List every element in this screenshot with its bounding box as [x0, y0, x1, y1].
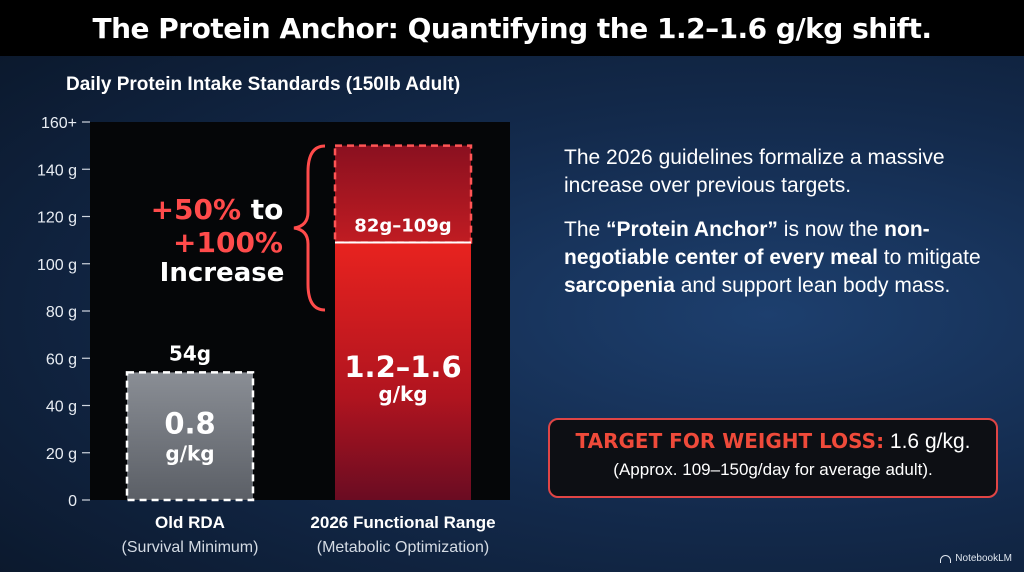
curly-brace: [293, 144, 326, 312]
x-category-sublabel: (Metabolic Optimization): [317, 539, 490, 556]
center-of-meal-phrase: non-negotiable center of every meal: [564, 217, 930, 269]
bar-value-label: 54g: [169, 341, 211, 365]
sarcopenia-term: sarcopenia: [564, 273, 675, 297]
x-category-label: 2026 Functional Range: [310, 513, 495, 532]
y-tick-label: 120 g: [37, 210, 77, 227]
increase-annotation-line2: +100%: [173, 226, 283, 259]
bar-old-rda: [125, 371, 255, 502]
x-category-sublabel: (Survival Minimum): [122, 539, 259, 556]
x-category-label: Old RDA: [155, 513, 225, 532]
increase-annotation-line3: Increase: [160, 258, 285, 288]
increase-pct-low: +50%: [151, 193, 241, 226]
y-tick-label: 0: [68, 493, 77, 510]
y-tick-label: 140 g: [37, 162, 77, 179]
y-tick-label: 100 g: [37, 257, 77, 274]
text-paragraph-2: The “Protein Anchor” is now the non-nego…: [564, 217, 981, 297]
bar-unit-label: g/kg: [378, 382, 427, 406]
target-callout: TARGET FOR WEIGHT LOSS: 1.6 g/kg. (Appro…: [548, 418, 998, 498]
target-detail: (Approx. 109–150g/day for average adult)…: [613, 460, 933, 479]
increase-connector: to: [241, 193, 283, 226]
protein-bar-chart: 0 20 g 40 g 60 g 80 g 100 g 120 g 140 g 160+ 54g…: [37, 115, 510, 556]
brand-name: NotebookLM: [955, 553, 1012, 564]
y-tick-label: 60 g: [46, 351, 77, 368]
notebooklm-logo-icon: [940, 554, 952, 563]
brand-mark: NotebookLM: [940, 553, 1012, 564]
y-tick-label: 40 g: [46, 399, 77, 416]
bar-functional-range: [335, 242, 471, 501]
text-panel: The 2026 guidelines formalize a massive …: [564, 144, 994, 316]
y-tick-label: 20 g: [46, 446, 77, 463]
target-label: TARGET FOR WEIGHT LOSS:: [575, 429, 885, 453]
title-bar: The Protein Anchor: Quantifying the 1.2–…: [0, 0, 1024, 56]
bar-rate-label: 1.2–1.6: [344, 350, 461, 384]
increase-annotation-line1: +50% to: [151, 193, 284, 226]
bar-range-label: 82g–109g: [354, 215, 451, 236]
page-title: The Protein Anchor: Quantifying the 1.2–…: [92, 11, 932, 45]
bar-unit-label: g/kg: [165, 441, 214, 465]
y-tick-label: 160+: [41, 115, 77, 132]
bar-range-extension: [333, 144, 473, 244]
target-value: 1.6 g/kg.: [884, 430, 971, 453]
protein-anchor-term: “Protein Anchor”: [606, 217, 778, 241]
text-paragraph-1: The 2026 guidelines formalize a massive …: [564, 146, 945, 197]
target-line: TARGET FOR WEIGHT LOSS: 1.6 g/kg.: [550, 429, 996, 454]
y-tick-label: 80 g: [46, 304, 77, 321]
bar-rate-label: 0.8: [164, 406, 215, 440]
chart-title: Daily Protein Intake Standards (150lb Ad…: [66, 74, 461, 95]
